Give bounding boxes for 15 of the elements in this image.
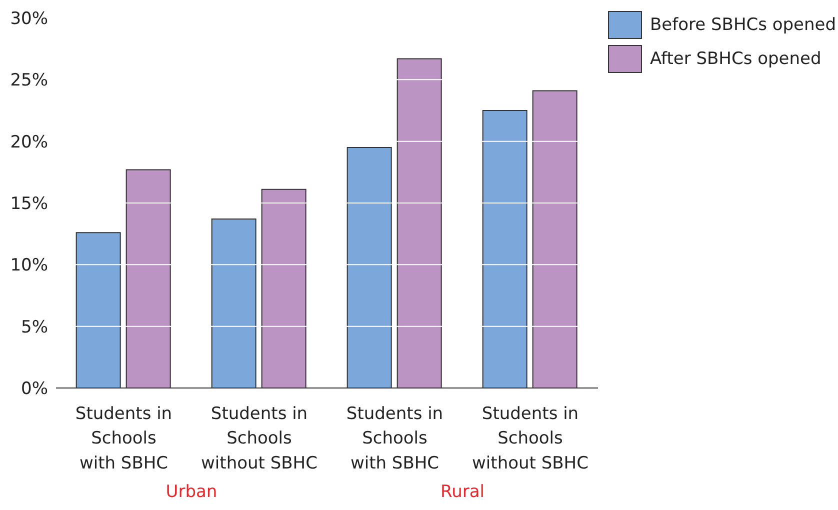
text: Urban [164,482,218,502]
text: Rural [440,482,486,502]
y-tick-label: 20% [10,132,48,152]
legend-label: Before SBHCs opened [649,14,836,37]
x-tick-label: Students in Schools with SBHC [346,404,444,474]
x-tick-label: Students in Schools with SBHC [75,404,172,474]
y-tick-label: 0% [21,379,48,400]
x-tick-label: Students in Schools without SBHC [472,404,588,474]
y-tick-label: 5% [21,317,48,338]
y-tick-label: 30% [10,9,48,30]
x-tick-label: Students in Schools without SBHC [201,404,318,474]
y-tick-label: 15% [10,194,48,214]
y-tick-label: 25% [10,70,48,91]
y-tick-label: 10% [10,256,48,276]
legend-label: After SBHCs opened [649,48,822,71]
